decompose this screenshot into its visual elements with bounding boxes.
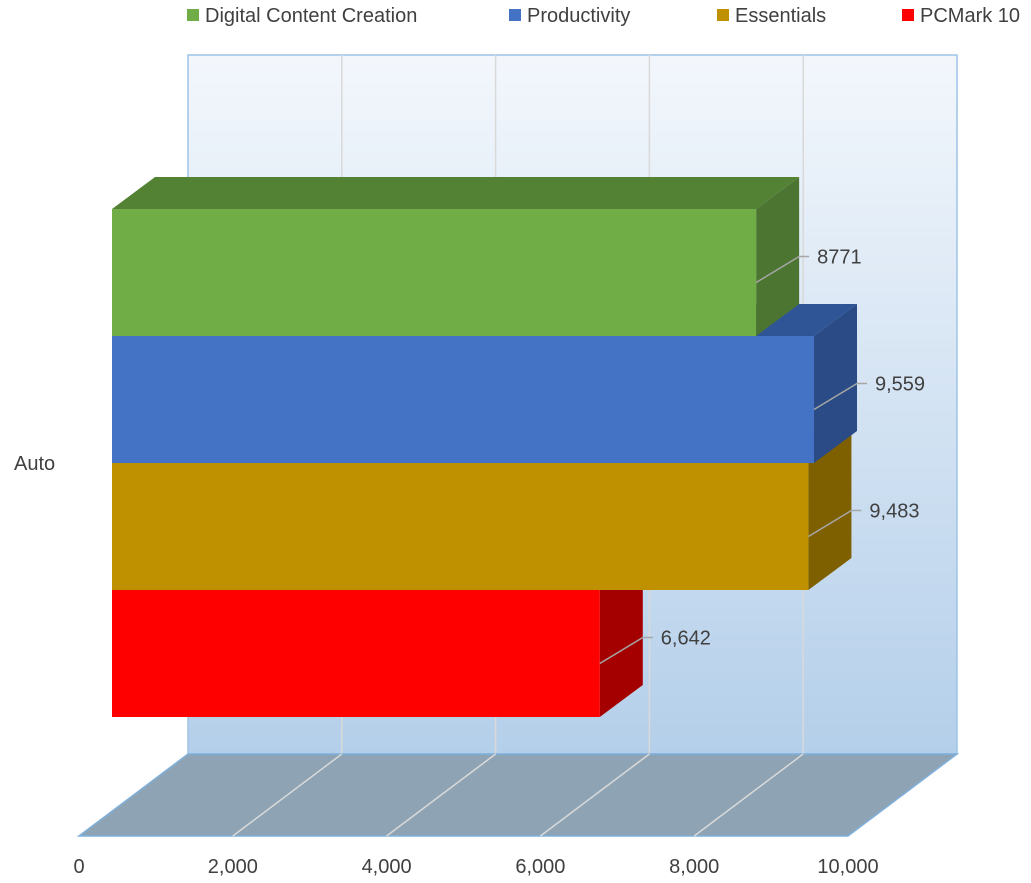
x-tick-label: 0 bbox=[73, 856, 84, 878]
gridline-floor bbox=[693, 753, 804, 837]
x-tick-label: 10,000 bbox=[817, 856, 878, 878]
gridline-floor bbox=[539, 753, 650, 837]
data-label-leader bbox=[599, 636, 653, 665]
x-tick-label: 6,000 bbox=[515, 856, 565, 878]
bar-side-face bbox=[808, 431, 852, 590]
data-label-leader bbox=[808, 509, 862, 538]
data-label: 9,483 bbox=[869, 501, 919, 523]
legend-label: PCMark 10 bbox=[920, 5, 1020, 27]
data-label-leader bbox=[813, 382, 868, 411]
legend-item: Productivity bbox=[509, 5, 630, 27]
category-label: Auto bbox=[14, 453, 55, 475]
gridline-floor bbox=[386, 753, 497, 837]
legend-swatch bbox=[187, 9, 199, 21]
legend-label: Digital Content Creation bbox=[205, 5, 417, 27]
bar-digital-content-creation bbox=[112, 177, 800, 336]
data-label-leader bbox=[755, 255, 810, 284]
gridline-floor bbox=[232, 753, 343, 837]
floor bbox=[76, 753, 960, 837]
data-label: 6,642 bbox=[661, 628, 711, 650]
bar-side-face bbox=[756, 177, 800, 336]
legend-swatch bbox=[509, 9, 521, 21]
bar-front-face bbox=[112, 590, 600, 717]
x-tick-label: 4,000 bbox=[362, 856, 412, 878]
legend-swatch bbox=[717, 9, 729, 21]
x-tick-label: 2,000 bbox=[208, 856, 258, 878]
legend-item: PCMark 10 bbox=[902, 5, 1020, 27]
bar-front-face bbox=[112, 209, 757, 336]
x-tick-label: 8,000 bbox=[669, 856, 719, 878]
data-label: 8771 bbox=[817, 247, 862, 269]
bar-top-face bbox=[112, 177, 800, 209]
bar-front-face bbox=[112, 336, 815, 463]
legend-label: Essentials bbox=[735, 5, 826, 27]
legend-label: Productivity bbox=[527, 5, 630, 27]
bar-front-face bbox=[112, 463, 809, 590]
data-label: 9,559 bbox=[875, 374, 925, 396]
legend-item: Essentials bbox=[717, 5, 826, 27]
bar-side-face bbox=[814, 304, 858, 463]
legend-item: Digital Content Creation bbox=[187, 5, 417, 27]
bar-side-face bbox=[599, 558, 643, 717]
legend-swatch bbox=[902, 9, 914, 21]
